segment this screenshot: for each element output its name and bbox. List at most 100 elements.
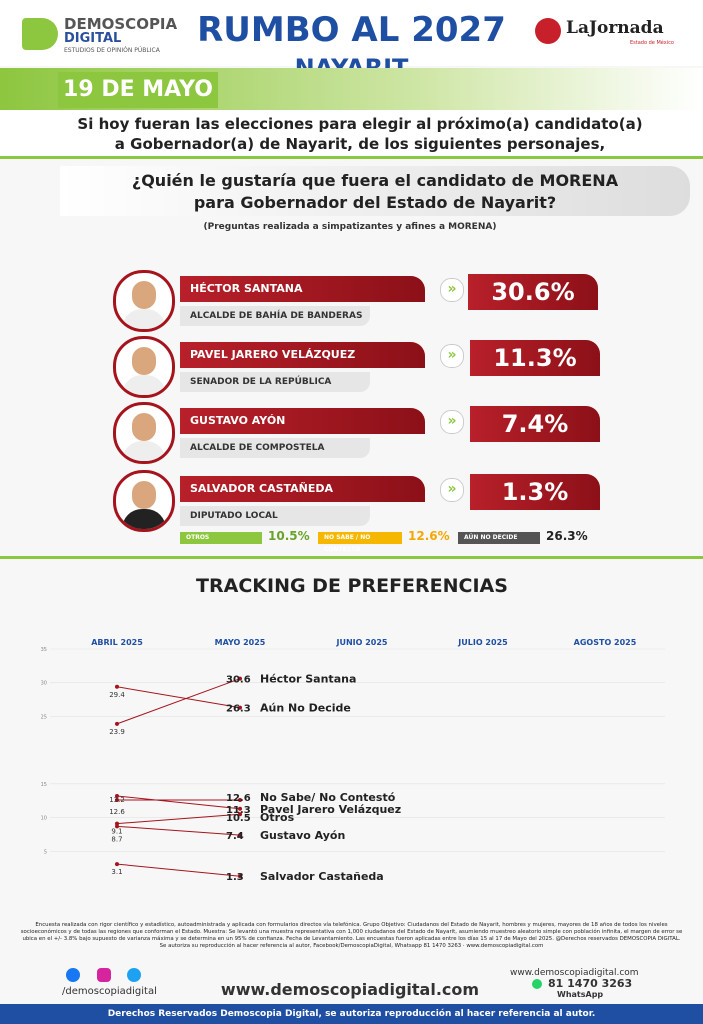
y-tick-label: 15 — [41, 782, 47, 788]
twitter-icon[interactable] — [127, 968, 141, 982]
data-label: 23.9 — [109, 728, 125, 736]
data-label: 1.3 — [226, 872, 244, 883]
candidate-result: 30.6% — [468, 274, 598, 310]
data-label: 3.1 — [111, 868, 122, 876]
intro: Si hoy fueran las elecciones para elegir… — [77, 115, 643, 153]
avatar-face — [132, 347, 156, 375]
data-label: 12.6 — [109, 808, 125, 816]
avatar-body — [122, 375, 166, 395]
series-name: Gustavo Ayón — [260, 829, 345, 842]
series-line — [116, 813, 241, 825]
chevron: » — [440, 344, 464, 368]
other-result: 10.5% — [268, 529, 310, 543]
divider — [0, 156, 703, 159]
candidate-role: ALCALDE DE COMPOSTELA — [180, 438, 370, 458]
chevron: » — [440, 478, 464, 502]
x-tick-label: JUNIO 2025 — [336, 638, 388, 647]
candidate-name: SALVADOR CASTAÑEDA — [180, 476, 425, 502]
instagram-icon[interactable] — [97, 968, 111, 982]
series-line — [116, 678, 241, 725]
avatar-face — [132, 281, 156, 309]
series-name: Otros — [260, 811, 295, 824]
data-label: 30.6 — [226, 675, 251, 686]
chevron: » — [440, 278, 464, 302]
other-result: 26.3% — [546, 529, 588, 543]
whatsapp-icon — [532, 979, 542, 989]
series-point — [238, 806, 242, 811]
question: ¿Quién le gustaría que fuera el candidat… — [60, 166, 690, 216]
header — [0, 0, 703, 66]
site-small: www.demoscopiadigital.com — [510, 968, 639, 978]
series-point — [238, 705, 242, 710]
series-name: No Sabe/ No Contestó — [260, 791, 396, 804]
candidate-result: 7.4% — [470, 406, 600, 442]
series-name: Pavel Jarero Velázquez — [260, 803, 401, 816]
facebook-icon[interactable] — [66, 968, 80, 982]
tracking-chart: TRACKING DE PREFERENCIAS ABRIL 2025 MAYO … — [41, 575, 665, 883]
series-name: Héctor Santana — [260, 673, 356, 686]
avatar-body — [122, 509, 166, 529]
series-point — [238, 833, 242, 838]
handle: /demoscopiadigital — [62, 986, 157, 997]
phone: 81 1470 3263 — [548, 977, 633, 990]
x-tick-label: JULIO 2025 — [457, 638, 508, 647]
series-name: Salvador Castañeda — [260, 870, 384, 883]
avatar — [113, 270, 175, 332]
candidate-role: ALCALDE DE BAHÍA DE BANDERAS — [180, 306, 370, 326]
partner-sub: Estado de México — [630, 40, 674, 46]
series-point — [238, 676, 242, 681]
data-label: 9.1 — [111, 828, 122, 836]
partner-icon — [535, 18, 561, 44]
avatar — [113, 336, 175, 398]
series-line — [116, 825, 241, 836]
whatsapp: WhatsApp — [557, 990, 604, 999]
avatar-face — [132, 481, 156, 509]
series-name: Aún No Decide — [260, 702, 351, 715]
date: 19 DE MAYO — [58, 72, 218, 108]
series-point — [115, 684, 119, 689]
y-tick-label: 5 — [44, 849, 47, 855]
data-label: 13.2 — [109, 796, 125, 804]
note: (Preguntas realizada a simpatizantes y a… — [203, 222, 497, 232]
other-result: 12.6% — [408, 529, 450, 543]
series-point — [115, 824, 119, 829]
avatar-body — [122, 309, 166, 329]
brand2: DIGITAL — [64, 31, 122, 46]
series-point — [115, 793, 119, 798]
chart-title: TRACKING DE PREFERENCIAS — [196, 575, 508, 597]
other-label: AÚN NO DECIDE — [458, 532, 540, 544]
y-tick-label: 35 — [41, 647, 47, 653]
partner: LaJornada — [566, 18, 664, 38]
other-label: NO SABE / NO CONTESTÓ — [318, 532, 402, 553]
title: RUMBO AL 2027 — [197, 10, 506, 50]
y-tick-label: 25 — [41, 714, 47, 720]
candidate-result: 11.3% — [470, 340, 600, 376]
brand: DEMOSCOPIA — [64, 15, 178, 33]
y-tick-label: 30 — [41, 681, 47, 687]
methodology: Encuesta realizada con rigor científico … — [20, 922, 683, 949]
series-point — [115, 798, 119, 803]
rights: Derechos Reservados Demoscopia Digital, … — [0, 1004, 703, 1024]
data-label: 8.7 — [111, 835, 122, 843]
avatar-body — [122, 441, 166, 461]
x-tick-label: ABRIL 2025 — [91, 638, 143, 647]
avatar — [113, 402, 175, 464]
data-label: 7.4 — [226, 831, 244, 842]
candidate-result: 1.3% — [470, 474, 600, 510]
website[interactable]: www.demoscopiadigital.com — [220, 980, 480, 999]
data-label: 26.3 — [226, 704, 251, 715]
data-label: 10.5 — [226, 813, 251, 824]
tagline: ESTUDIOS DE OPINIÓN PÚBLICA — [64, 47, 160, 54]
candidate-name: HÉCTOR SANTANA — [180, 276, 425, 302]
other-label: OTROS — [180, 532, 262, 544]
candidate-name: GUSTAVO AYÓN — [180, 408, 425, 434]
x-tick-label: MAYO 2025 — [215, 638, 266, 647]
y-tick-label: 10 — [41, 816, 47, 822]
intro-band — [0, 110, 703, 158]
divider — [0, 556, 703, 559]
series-line — [116, 795, 241, 810]
series-line — [116, 686, 241, 709]
logo-icon — [22, 18, 58, 50]
series-line — [116, 863, 241, 877]
